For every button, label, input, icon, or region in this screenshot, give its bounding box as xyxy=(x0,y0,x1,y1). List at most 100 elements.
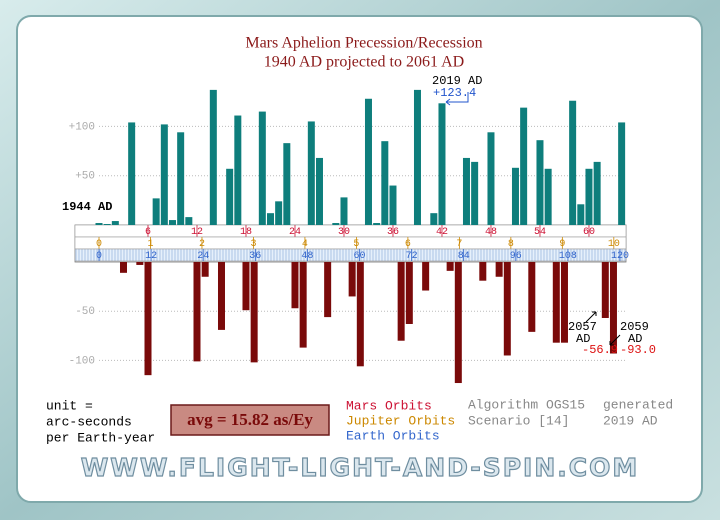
bar xyxy=(569,100,577,225)
annotation: 2057 xyxy=(568,320,597,334)
bar xyxy=(275,201,283,225)
bar xyxy=(438,103,446,225)
credit: generated xyxy=(603,397,673,412)
bar xyxy=(128,122,136,225)
x-tick-label: 54 xyxy=(534,227,546,238)
x-tick-label: 6 xyxy=(405,239,411,250)
arrow xyxy=(585,311,597,323)
bar xyxy=(520,107,528,225)
bar xyxy=(413,89,421,226)
x-tick-label: 7 xyxy=(456,239,462,250)
x-tick-label: 8 xyxy=(508,239,514,250)
bar xyxy=(136,262,144,265)
bar xyxy=(560,262,568,343)
bar xyxy=(119,262,127,273)
credit: 2019 AD xyxy=(603,413,658,428)
bar xyxy=(324,262,332,318)
bar xyxy=(185,217,193,225)
legend-earth: Earth Orbits xyxy=(346,428,440,443)
x-tick-label: 9 xyxy=(559,239,565,250)
value-label: -56.9 xyxy=(582,343,618,357)
bar xyxy=(217,262,225,330)
y-tick-label: -100 xyxy=(69,355,95,367)
x-tick-label: 4 xyxy=(302,239,308,250)
x-tick-label: 3 xyxy=(250,239,256,250)
bar xyxy=(479,262,487,281)
bar xyxy=(266,213,274,225)
bar xyxy=(364,98,372,225)
bar xyxy=(397,262,405,341)
bar xyxy=(373,223,381,225)
bar xyxy=(209,89,217,226)
bar xyxy=(283,143,291,225)
bar xyxy=(144,262,152,376)
credit: Algorithm OGS15 xyxy=(468,397,585,412)
annotation: AD xyxy=(576,332,590,346)
bar xyxy=(577,204,585,225)
bar xyxy=(201,262,209,277)
bar xyxy=(307,121,315,225)
bar xyxy=(348,262,356,297)
value-label: -93.0 xyxy=(620,343,656,357)
bar xyxy=(168,220,176,225)
bar xyxy=(422,262,430,291)
bar xyxy=(593,161,601,225)
bar xyxy=(177,132,185,225)
bar xyxy=(495,262,503,277)
bar xyxy=(511,167,519,225)
annotation: 1944 AD xyxy=(62,200,112,214)
bar xyxy=(487,132,495,225)
bar xyxy=(340,197,348,225)
x-tick-label: 108 xyxy=(559,251,577,262)
bar xyxy=(315,157,323,225)
bar xyxy=(454,262,462,384)
bar xyxy=(226,168,234,225)
x-tick-label: 6 xyxy=(145,227,151,238)
bar xyxy=(250,262,258,363)
unit-note: per Earth-year xyxy=(46,430,155,445)
x-tick-label: 0 xyxy=(96,239,102,250)
bar xyxy=(544,168,552,225)
bar xyxy=(528,262,536,332)
x-tick-label: 42 xyxy=(436,227,448,238)
chart-subtitle: 1940 AD projected to 2061 AD xyxy=(264,54,464,71)
bar xyxy=(299,262,307,348)
bar xyxy=(430,213,438,225)
x-axis-row xyxy=(74,248,627,262)
annotation: 2019 AD xyxy=(432,74,482,88)
bar xyxy=(242,262,250,311)
average: avg = 15.82 as/Ey xyxy=(187,410,313,429)
x-tick-label: 10 xyxy=(608,239,620,250)
x-tick-label: 36 xyxy=(249,251,261,262)
y-tick-label: +100 xyxy=(69,121,95,133)
legend-mars: Mars Orbits xyxy=(346,398,432,413)
x-tick-label: 72 xyxy=(406,251,418,262)
x-tick-label: 48 xyxy=(301,251,313,262)
credit: Scenario [14] xyxy=(468,413,569,428)
x-tick-label: 30 xyxy=(338,227,350,238)
bar xyxy=(585,168,593,225)
arrow xyxy=(445,92,469,106)
x-tick-label: 60 xyxy=(583,227,595,238)
bar xyxy=(291,262,299,309)
annotation: 2059 xyxy=(620,320,649,334)
bar xyxy=(609,262,617,354)
bar xyxy=(618,122,626,225)
legend-jupiter: Jupiter Orbits xyxy=(346,413,455,428)
bar xyxy=(446,262,454,271)
x-tick-label: 1 xyxy=(147,239,153,250)
annotation: AD xyxy=(628,332,642,346)
bar xyxy=(381,141,389,225)
x-tick-label: 0 xyxy=(96,251,102,262)
x-tick-label: 36 xyxy=(387,227,399,238)
bar xyxy=(193,262,201,362)
x-tick-label: 18 xyxy=(240,227,252,238)
bar xyxy=(389,185,397,225)
bar xyxy=(234,115,242,225)
x-tick-label: 12 xyxy=(145,251,157,262)
bar xyxy=(552,262,560,343)
x-tick-label: 2 xyxy=(199,239,205,250)
x-tick-label: 24 xyxy=(197,251,209,262)
